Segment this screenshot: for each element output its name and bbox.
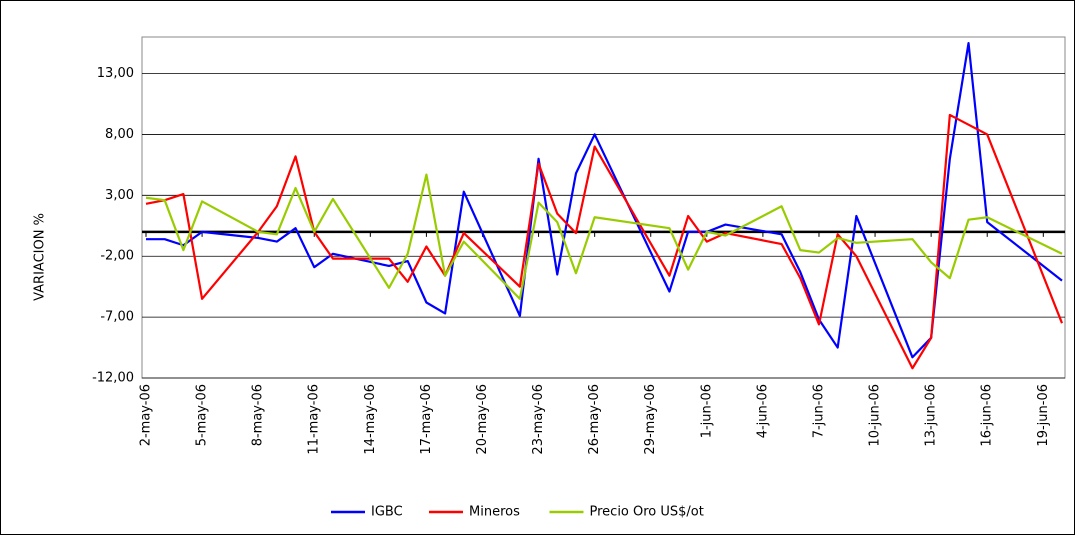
series-line <box>145 113 1064 370</box>
legend-label: Precio Oro US$/ot <box>590 505 704 520</box>
x-tick-label: 11-may-06 <box>307 384 322 455</box>
x-tick-label: 10-jun-06 <box>868 384 883 447</box>
x-tick-label: 4-jun-06 <box>755 384 770 438</box>
x-tick-label: 8-may-06 <box>251 384 266 446</box>
x-tick-label: 16-jun-06 <box>980 384 995 447</box>
x-tick-label: 7-jun-06 <box>811 384 826 438</box>
y-tick-label: 13,00 <box>97 66 134 81</box>
x-tick-label: 19-jun-06 <box>1036 384 1051 447</box>
plot-area <box>141 36 1066 379</box>
x-tick-label: 17-may-06 <box>419 384 434 455</box>
x-tick-label: 14-may-06 <box>363 384 378 455</box>
legend-label: Mineros <box>469 505 520 520</box>
x-tick-label: 1-jun-06 <box>699 384 714 438</box>
x-tick-label: 2-may-06 <box>139 384 154 446</box>
x-tick-label: 29-may-06 <box>643 384 658 455</box>
y-axis-title: VARIACION % <box>33 213 48 301</box>
y-tick-label: 3,00 <box>105 188 134 203</box>
y-tick-label: 8,00 <box>105 127 134 142</box>
x-tick-label: 20-may-06 <box>475 384 490 455</box>
x-tick-label: 23-may-06 <box>531 384 546 455</box>
series-line <box>145 173 1063 300</box>
y-tick-label: -2,00 <box>100 249 134 264</box>
x-tick-label: 13-jun-06 <box>924 384 939 447</box>
x-tick-label: 5-may-06 <box>195 384 210 446</box>
y-tick-label: -12,00 <box>92 371 134 386</box>
x-tick-label: 26-may-06 <box>587 384 602 455</box>
legend-label: IGBC <box>371 505 403 520</box>
y-tick-label: -7,00 <box>100 310 134 325</box>
